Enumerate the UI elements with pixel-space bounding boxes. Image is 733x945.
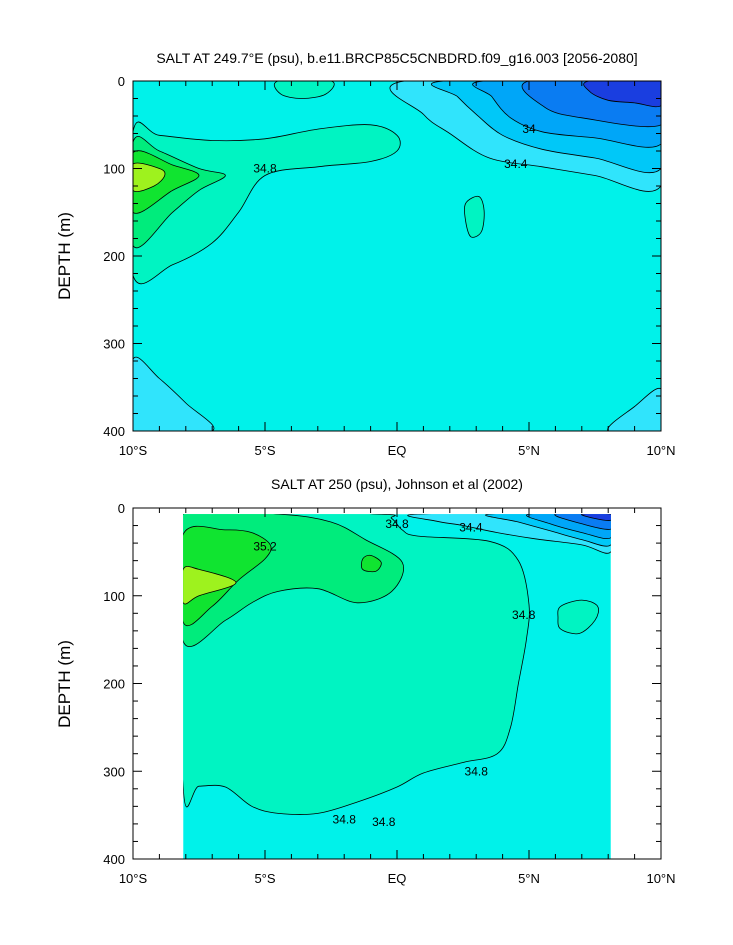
contour-region-7 — [273, 81, 335, 99]
contour-label-0: 34.8 — [253, 162, 277, 176]
x-tick-label: 5°N — [518, 443, 540, 458]
x-tick-label: EQ — [388, 871, 407, 886]
contour-region-4 — [183, 566, 237, 605]
chart-title-top: SALT AT 249.7°E (psu), b.e11.BRCP85C5CNB… — [156, 50, 637, 66]
contour-region-6 — [607, 387, 661, 431]
y-tick-label: 0 — [118, 74, 125, 89]
contour-label-4: 34.8 — [465, 764, 489, 778]
contour-label-1: 34.8 — [385, 517, 409, 531]
contour-region-4 — [133, 162, 166, 192]
x-tick-label: EQ — [388, 443, 407, 458]
contour-region-8 — [464, 195, 485, 238]
contour-fills-bottom — [183, 514, 611, 859]
x-tick-label: 10°S — [119, 871, 148, 886]
contour-label-2: 34.4 — [459, 520, 483, 534]
chart-title-bottom: SALT AT 250 (psu), Johnson et al (2002) — [271, 476, 523, 492]
contour-region-5 — [360, 554, 382, 573]
x-tick-label: 10°N — [646, 871, 675, 886]
contour-labels-top: 34.8 34 34.4 — [253, 122, 536, 175]
contour-region-1 — [133, 121, 401, 284]
y-axis-label-top: DEPTH (m) — [55, 212, 74, 300]
contour-region-13 — [583, 81, 661, 108]
x-tick-label: 5°S — [254, 443, 275, 458]
contour-label-6: 34.8 — [333, 813, 357, 827]
x-tick-label: 5°S — [254, 871, 275, 886]
contour-region-11 — [581, 514, 611, 521]
contour-label-1: 34 — [522, 122, 536, 136]
y-axis-label-bottom: DEPTH (m) — [55, 640, 74, 728]
y-tick-label: 300 — [103, 764, 125, 779]
contour-label-3: 34.8 — [372, 815, 396, 829]
x-tick-label: 10°S — [119, 443, 148, 458]
y-tick-label: 300 — [103, 337, 125, 352]
chart-panel-top: SALT AT 249.7°E (psu), b.e11.BRCP85C5CNB… — [55, 50, 676, 458]
contour-region-5 — [133, 356, 215, 431]
contour-region-3 — [183, 525, 272, 627]
x-tick-label: 10°N — [646, 443, 675, 458]
y-tick-label: 200 — [103, 249, 125, 264]
contour-label-5: 34.8 — [512, 608, 536, 622]
axes-top: 10°S 5°S EQ 5°N 10°N 0 100 200 300 400 — [103, 74, 675, 458]
y-tick-label: 100 — [103, 162, 125, 177]
contour-region-6 — [557, 599, 599, 635]
contour-labels-bottom: 35.2 34.8 34.4 34.8 34.8 34.8 34.8 — [253, 517, 535, 829]
axes-bottom: 10°S 5°S EQ 5°N 10°N 0 100 200 300 400 — [103, 501, 675, 886]
chart-panel-bottom: SALT AT 250 (psu), Johnson et al (2002) … — [55, 476, 676, 886]
contour-label-0: 35.2 — [253, 540, 277, 554]
contour-fills-top — [133, 81, 661, 431]
contour-label-2: 34.4 — [504, 157, 528, 171]
y-tick-label: 400 — [103, 424, 125, 439]
y-tick-label: 400 — [103, 852, 125, 867]
y-tick-label: 200 — [103, 677, 125, 692]
x-tick-label: 5°N — [518, 871, 540, 886]
y-tick-label: 100 — [103, 589, 125, 604]
y-tick-label: 0 — [118, 501, 125, 516]
